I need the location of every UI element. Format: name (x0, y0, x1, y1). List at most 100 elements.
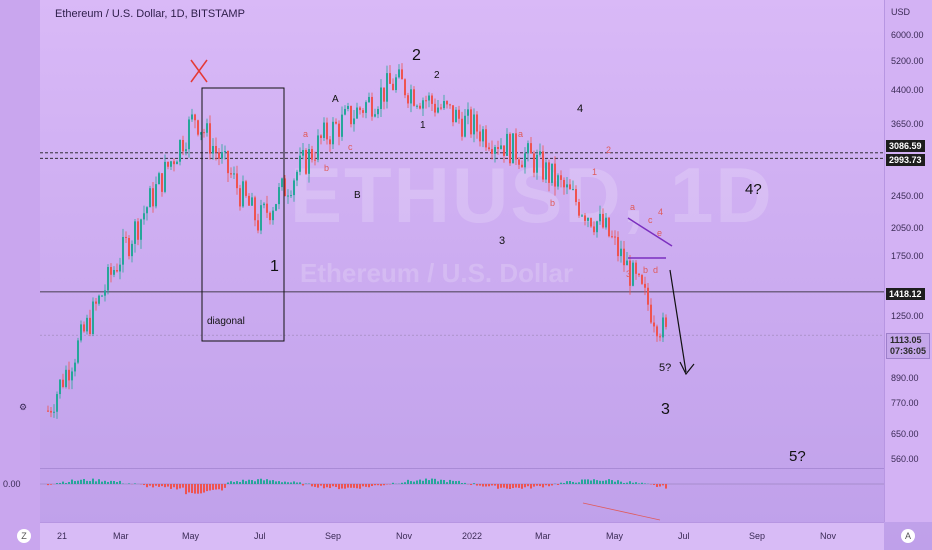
oscillator-bar (182, 484, 184, 488)
oscillator-bar (656, 484, 658, 487)
candle-body (281, 178, 283, 188)
oscillator-bar (482, 484, 484, 487)
oscillator-bar (62, 481, 64, 484)
cross-icon (190, 59, 208, 83)
oscillator-bar (56, 482, 58, 484)
last-price-tag: 1113.05 07:36:05 (886, 333, 931, 359)
candle-body (374, 114, 376, 117)
oscillator-bar (74, 481, 76, 484)
gear-icon[interactable]: ⚙ (18, 402, 28, 412)
oscillator-bar (224, 484, 226, 488)
candle-body (590, 218, 592, 227)
time-label: 21 (57, 531, 68, 541)
candle-body (350, 105, 352, 125)
candle-body (422, 100, 424, 109)
candle-body (500, 145, 502, 149)
oscillator-bar (608, 479, 610, 484)
zoom-reset-button[interactable]: Z (17, 529, 31, 543)
oscillator-bar (191, 484, 193, 494)
candle-body (251, 197, 253, 206)
candle-body (326, 122, 328, 140)
oscillator-bar (461, 482, 463, 484)
candle-body (404, 79, 406, 96)
candle-body (554, 163, 556, 187)
candle-body (515, 133, 517, 160)
candle-body (620, 248, 622, 257)
oscillator-bar (464, 482, 466, 484)
candle-body (587, 218, 589, 221)
wave-label: 1 (420, 120, 426, 131)
candle-body (323, 122, 325, 138)
candle-body (365, 102, 367, 113)
candle-body (194, 114, 196, 121)
candle-body (296, 171, 298, 181)
candle-body (233, 173, 235, 175)
candle-body (176, 161, 178, 165)
time-label: Jul (678, 531, 690, 541)
oscillator-bar (422, 480, 424, 484)
price-label: 890.00 (891, 373, 919, 383)
oscillator-bar (407, 479, 409, 484)
candle-body (332, 121, 334, 145)
oscillator-bar (404, 482, 406, 484)
oscillator-bar (413, 481, 415, 484)
price-axis[interactable] (884, 0, 932, 522)
candle-body (272, 210, 274, 221)
candle-body (623, 248, 625, 266)
candle-body (548, 162, 550, 183)
candle-body (452, 105, 454, 123)
divergence-line (582, 502, 661, 521)
candle-body (71, 371, 73, 381)
candle-body (575, 189, 577, 203)
oscillator-bar (299, 482, 301, 484)
candle-body (239, 188, 241, 207)
oscillator-bar (392, 482, 394, 484)
candle-body (644, 283, 646, 288)
oscillator-bar (356, 484, 358, 489)
oscillator-bar (425, 478, 427, 484)
candle-body (647, 287, 649, 305)
candle-body (56, 394, 58, 412)
oscillator-bar (359, 484, 361, 489)
oscillator-bar (98, 479, 100, 484)
candle-body (155, 184, 157, 207)
candle-body (236, 173, 238, 189)
oscillator-bar (329, 484, 331, 489)
wave-label: a (518, 129, 523, 139)
candle-body (212, 145, 214, 154)
oscillator-bar (116, 481, 118, 484)
candle-body (572, 189, 574, 191)
oscillator-bar (272, 480, 274, 484)
candle-body (335, 121, 337, 124)
oscillator-bar (446, 482, 448, 484)
candle-body (215, 145, 217, 153)
candle-body (59, 379, 61, 395)
candle-body (569, 184, 571, 190)
oscillator-bar (350, 484, 352, 488)
oscillator-bar (437, 481, 439, 484)
candle-body (125, 236, 127, 239)
oscillator-bar (512, 484, 514, 489)
candle-body (302, 150, 304, 156)
candle-body (227, 151, 229, 174)
wave-label: 3 (661, 401, 670, 418)
time-axis[interactable] (40, 522, 884, 550)
candle-body (437, 107, 439, 113)
candle-body (578, 202, 580, 216)
currency-label: USD (891, 7, 911, 17)
oscillator-bar (242, 479, 244, 484)
candle-body (476, 114, 478, 132)
candle-body (641, 275, 643, 284)
oscillator-bar (50, 484, 52, 485)
oscillator-bar (590, 480, 592, 484)
candle-body (557, 175, 559, 187)
oscillator-bar (104, 480, 106, 484)
auto-scale-button[interactable]: A (901, 529, 915, 543)
wave-label: 1 (592, 167, 597, 177)
candle-body (314, 159, 316, 161)
oscillator-panel[interactable] (40, 468, 884, 523)
oscillator-bar (161, 484, 163, 487)
arrow-head-icon (679, 361, 695, 376)
oscillator-bar (494, 484, 496, 486)
